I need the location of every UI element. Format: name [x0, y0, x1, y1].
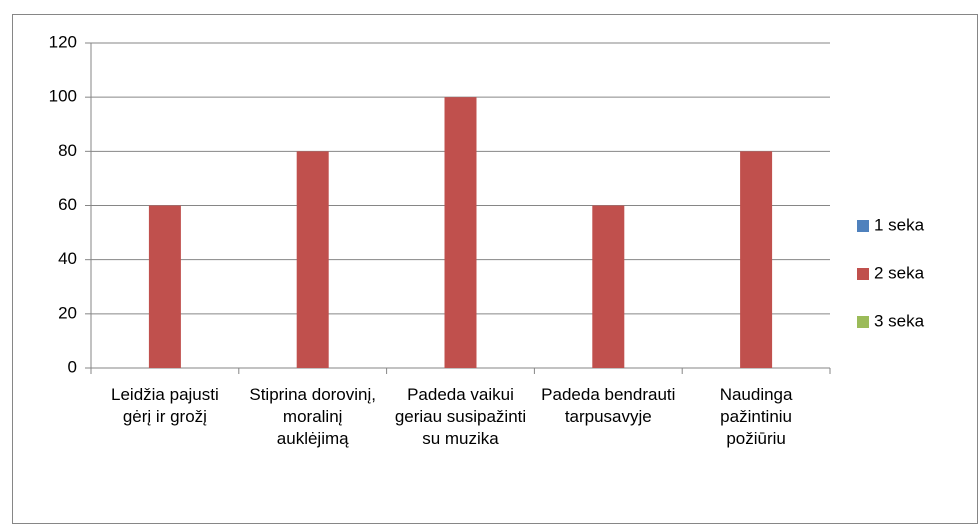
- y-tick-label: 80: [58, 141, 77, 160]
- y-tick-label: 100: [49, 87, 77, 106]
- y-tick-label: 0: [68, 357, 77, 376]
- legend-swatch: [857, 316, 869, 328]
- x-tick-label: Naudinga pažintiniu požiūriu: [719, 385, 793, 448]
- x-tick-label: Padeda bendrauti tarpusavyje: [541, 385, 676, 426]
- x-tick-label-box: Padeda bendrauti tarpusavyje: [541, 385, 676, 426]
- x-tick-label-box: Padeda vaikui geriau susipažinti su muzi…: [394, 385, 527, 448]
- y-tick-label: 60: [58, 195, 77, 214]
- bar: [740, 151, 773, 368]
- y-tick-label: 120: [49, 32, 77, 51]
- bar: [444, 97, 477, 369]
- bar: [592, 205, 625, 368]
- legend-swatch: [857, 220, 869, 232]
- x-tick-label-box: Naudinga pažintiniu požiūriu: [719, 385, 793, 448]
- legend-label: 1 seka: [874, 215, 925, 234]
- x-tick-label-box: Stiprina dorovinį, moralinį auklėjimą: [249, 385, 376, 448]
- x-tick-label: Leidžia pajusti gėrį ir grožį: [111, 385, 219, 426]
- legend-swatch: [857, 268, 869, 280]
- legend-label: 3 seka: [874, 311, 925, 330]
- bar: [296, 151, 329, 368]
- y-tick-label: 40: [58, 249, 77, 268]
- x-tick-label-box: Leidžia pajusti gėrį ir grožį: [111, 385, 219, 426]
- y-tick-label: 20: [58, 303, 77, 322]
- bar: [148, 205, 181, 368]
- x-tick-label: Padeda vaikui geriau susipažinti su muzi…: [394, 385, 527, 448]
- legend-label: 2 seka: [874, 263, 925, 282]
- x-tick-label: Stiprina dorovinį, moralinį auklėjimą: [249, 385, 376, 448]
